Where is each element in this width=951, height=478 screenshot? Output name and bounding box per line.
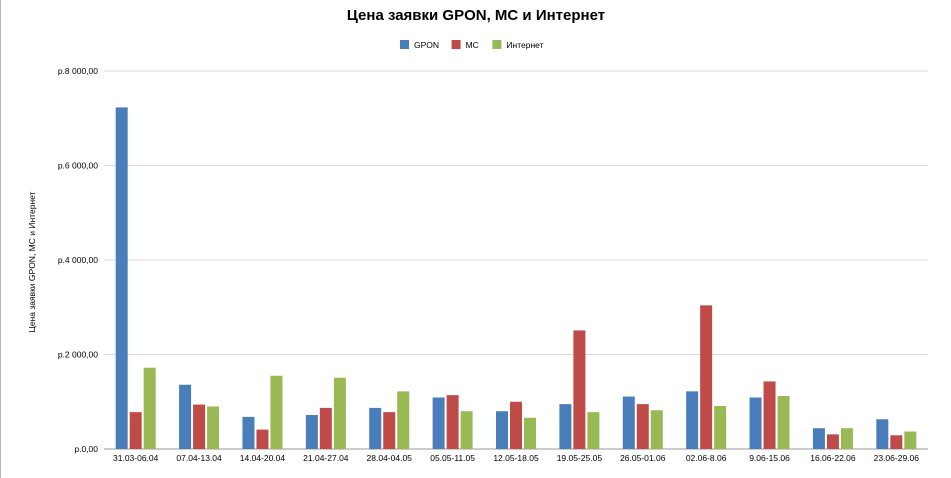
y-tick-label: р.4 000,00 <box>58 255 98 265</box>
bar-Интернет <box>587 412 600 449</box>
bar-GPON <box>622 396 635 449</box>
x-tick-label: 31.03-06.04 <box>113 453 159 463</box>
bar-МС <box>129 412 142 449</box>
y-tick-label: р.8 000,00 <box>58 66 98 76</box>
x-tick-label: 28.04-04.05 <box>367 453 413 463</box>
y-tick-label: р.0,00 <box>74 444 98 454</box>
bar-GPON <box>876 419 889 449</box>
bar-МС <box>636 404 649 449</box>
x-tick-label: 23.06-29.06 <box>874 453 920 463</box>
chart-title: Цена заявки GPON, МС и Интернет <box>347 7 605 24</box>
bar-Интернет <box>840 428 853 449</box>
bar-Интернет <box>143 367 156 449</box>
legend-label: МС <box>466 40 479 50</box>
bar-GPON <box>749 397 762 449</box>
x-tick-label: 9.06-15.06 <box>749 453 790 463</box>
bar-Интернет <box>524 417 536 449</box>
bar-Интернет <box>397 391 410 449</box>
x-tick-label: 07.04-13.04 <box>176 453 222 463</box>
bar-GPON <box>496 411 508 449</box>
x-tick-label: 14.04-20.04 <box>240 453 286 463</box>
bar-МС <box>763 381 776 449</box>
x-axis-ticks: 31.03-06.04 07.04-13.04 14.04-20.04 21.04-2… <box>113 453 919 463</box>
bar-GPON <box>812 428 825 449</box>
x-tick-label: 16.06-22.06 <box>810 453 856 463</box>
bar-Интернет <box>904 431 917 449</box>
y-tick-label: р.6 000,00 <box>58 161 98 171</box>
bar-Интернет <box>270 375 283 449</box>
x-tick-label: 26.05-01.06 <box>620 453 666 463</box>
y-tick-label: р.2 000,00 <box>58 350 98 360</box>
x-tick-label: 12.05-18.05 <box>493 453 539 463</box>
x-tick-label: 02.06-8.06 <box>686 453 727 463</box>
bar-GPON <box>305 414 318 449</box>
legend-label: GPON <box>414 40 439 50</box>
bar-МС <box>890 435 903 449</box>
bar-МС <box>256 429 269 449</box>
bar-МС <box>193 404 206 449</box>
bar-GPON <box>115 107 128 449</box>
bar-Интернет <box>650 410 663 449</box>
bar-МС <box>319 407 332 449</box>
bar-GPON <box>432 397 445 449</box>
bar-МС <box>573 330 586 449</box>
x-tick-label: 21.04-27.04 <box>303 453 349 463</box>
y-axis-label: Цена заявки GPON, МС и Интернет <box>27 191 37 332</box>
legend-swatch <box>400 40 409 49</box>
bar-МС <box>700 305 713 449</box>
legend-swatch <box>451 40 461 49</box>
bar-Интернет <box>714 406 727 449</box>
bar-МС <box>446 395 459 449</box>
legend: GPON МС Интернет <box>400 40 544 50</box>
bar-GPON <box>369 407 382 449</box>
legend-label: Интернет <box>506 40 543 50</box>
bar-МС <box>510 401 522 449</box>
gridlines <box>104 70 928 450</box>
x-tick-label: 05.05-11.05 <box>430 453 475 463</box>
legend-swatch <box>492 40 502 49</box>
bar-Интернет <box>207 406 220 449</box>
bar-МС <box>383 412 396 449</box>
bars <box>115 107 917 449</box>
y-axis-ticks: р.0,00 р.2 000,00 р.4 000,00 р.6 000,00 р.8 … <box>58 66 98 454</box>
x-tick-label: 19.05-25.05 <box>557 453 603 463</box>
bar-GPON <box>559 404 572 449</box>
bar-GPON <box>242 416 255 449</box>
window-edge <box>0 0 1 478</box>
bar-GPON <box>686 391 699 449</box>
bar-Интернет <box>333 377 346 449</box>
bar-Интернет <box>460 411 473 449</box>
bar-Интернет <box>777 396 790 449</box>
bar-GPON <box>179 384 192 449</box>
bar-МС <box>826 434 839 449</box>
